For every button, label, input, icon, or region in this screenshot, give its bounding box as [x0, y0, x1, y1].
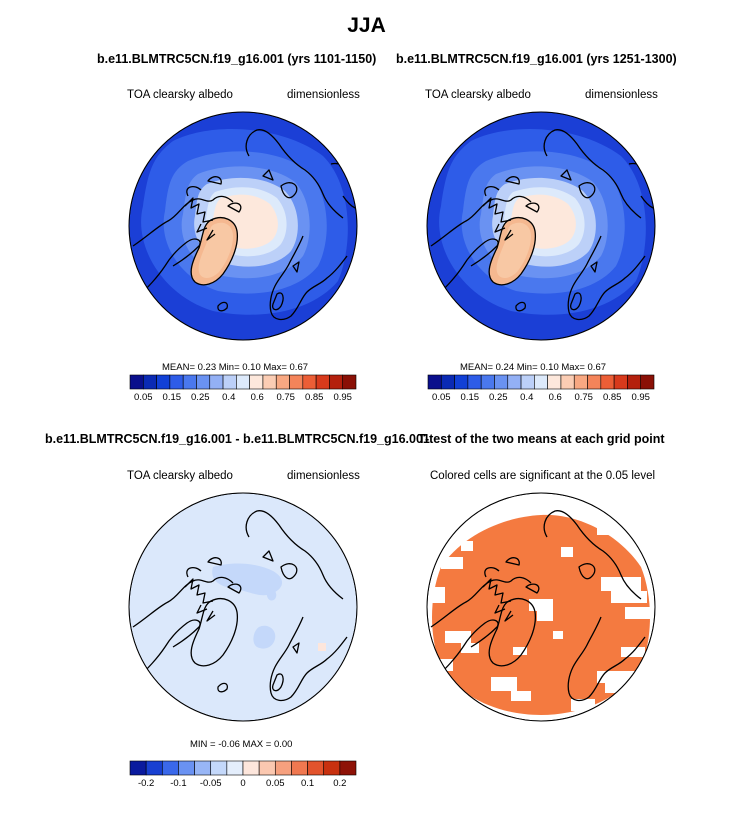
colorbar-swatch: [339, 760, 357, 776]
colorbar-top-right: [427, 374, 655, 390]
colorbar-tick-label: 0.15: [162, 392, 182, 403]
colorbar-swatch: [329, 374, 344, 390]
colorbar-swatch: [613, 374, 628, 390]
colorbar-tick-label: 0.6: [548, 392, 562, 403]
colorbar-swatch: [236, 374, 250, 390]
colorbar-swatch: [145, 760, 163, 776]
colorbar-tick-label: -0.2: [137, 778, 155, 789]
colorbar-swatch: [573, 374, 588, 390]
colorbar-swatch: [249, 374, 264, 390]
colorbar-swatch: [182, 374, 197, 390]
colorbar-swatch: [156, 374, 171, 390]
colorbar-swatch: [440, 374, 455, 390]
colorbar-top-left: [129, 374, 357, 390]
colorbar-swatch: [129, 760, 147, 776]
colorbar-swatch: [480, 374, 495, 390]
colorbar-tick-label: 0.25: [489, 392, 508, 403]
colorbar-swatch: [196, 374, 211, 390]
panel-title-top-left: b.e11.BLMTRC5CN.f19_g16.001 (yrs 1101-11…: [97, 52, 377, 66]
units-label-top-left: dimensionless: [287, 89, 360, 101]
colorbar-tick-label: 0.95: [631, 392, 650, 403]
colorbar-swatch: [129, 374, 144, 390]
colorbar-tick-label: 0.85: [602, 392, 622, 403]
colorbar-swatch: [600, 374, 615, 390]
colorbar-bottom-left: [129, 760, 357, 776]
colorbar-swatch: [342, 374, 357, 390]
colorbar-swatch: [467, 374, 482, 390]
albedo-map-top-left: [129, 112, 357, 340]
panel-title-top-right: b.e11.BLMTRC5CN.f19_g16.001 (yrs 1251-13…: [396, 52, 677, 66]
colorbar-swatch: [169, 374, 184, 390]
colorbar-swatch: [161, 760, 179, 776]
colorbar-swatch: [275, 374, 290, 390]
colorbar-swatch: [302, 374, 317, 390]
colorbar-swatch: [534, 374, 548, 390]
colorbar-swatch: [289, 374, 304, 390]
colorbar-tick-label: 0.85: [304, 392, 324, 403]
colorbar-swatch: [210, 760, 228, 776]
colorbar-tick-label: 0.75: [574, 392, 593, 403]
colorbar-tick-label: -0.1: [170, 778, 187, 789]
colorbar-swatch: [560, 374, 575, 390]
colorbar-swatch: [627, 374, 642, 390]
colorbar-tick-label: 0.2: [333, 778, 347, 789]
colorbar-swatch: [494, 374, 509, 390]
colorbar-swatch: [307, 760, 325, 776]
significance-note: Colored cells are significant at the 0.0…: [430, 470, 656, 482]
colorbar-tick-label: 0.6: [250, 392, 264, 403]
panel-title-bottom-right: T-test of the two means at each grid poi…: [418, 432, 665, 446]
colorbar-swatch: [142, 374, 157, 390]
colorbar-swatch: [242, 760, 260, 776]
colorbar-swatch: [507, 374, 522, 390]
variable-label-top-left: TOA clearsky albedo: [127, 89, 233, 101]
colorbar-swatch: [262, 374, 277, 390]
colorbar-swatch: [226, 760, 244, 776]
colorbar-swatch: [520, 374, 535, 390]
colorbar-tick-label: 0.1: [300, 778, 315, 789]
colorbar-swatch: [454, 374, 469, 390]
colorbar-tick-label: 0.05: [432, 392, 451, 403]
variable-label-bottom-left: TOA clearsky albedo: [127, 470, 233, 482]
albedo-map-top-right: [427, 112, 655, 340]
colorbar-tick-label: 0.4: [222, 392, 236, 403]
colorbar-tick-label: 0.25: [191, 392, 210, 403]
units-label-bottom-left: dimensionless: [287, 470, 360, 482]
colorbar-swatch: [640, 374, 655, 390]
difference-map: [129, 493, 357, 721]
colorbar-tick-label: 0.95: [333, 392, 352, 403]
colorbar-tick-label: 0.4: [520, 392, 534, 403]
colorbar-swatch: [258, 760, 276, 776]
colorbar-swatch: [222, 374, 237, 390]
colorbar-tick-label: 0.05: [134, 392, 153, 403]
stats-top-left: MEAN= 0.23 Min= 0.10 Max= 0.67: [162, 362, 309, 373]
units-label-top-right: dimensionless: [585, 89, 658, 101]
colorbar-swatch: [547, 374, 562, 390]
colorbar-tick-label: 0: [240, 778, 246, 789]
colorbar-swatch: [194, 760, 212, 776]
colorbar-swatch: [315, 374, 330, 390]
panel-title-bottom-left: b.e11.BLMTRC5CN.f19_g16.001 - b.e11.BLMT…: [45, 432, 430, 446]
colorbar-swatch: [209, 374, 224, 390]
variable-label-top-right: TOA clearsky albedo: [425, 89, 531, 101]
colorbar-swatch: [178, 760, 195, 776]
stats-top-right: MEAN= 0.24 Min= 0.10 Max= 0.67: [460, 362, 607, 373]
colorbar-swatch: [323, 760, 341, 776]
colorbar-tick-label: 0.05: [266, 778, 285, 789]
colorbar-swatch: [274, 760, 292, 776]
ttest-significance-map: [427, 493, 655, 721]
figure-title: JJA: [347, 14, 386, 37]
colorbar-swatch: [291, 760, 308, 776]
colorbar-tick-label: -0.05: [199, 778, 222, 789]
colorbar-tick-label: 0.75: [276, 392, 295, 403]
stats-bottom-left: MIN = -0.06 MAX = 0.00: [190, 739, 293, 750]
colorbar-swatch: [587, 374, 602, 390]
colorbar-swatch: [427, 374, 442, 390]
colorbar-tick-label: 0.15: [460, 392, 480, 403]
